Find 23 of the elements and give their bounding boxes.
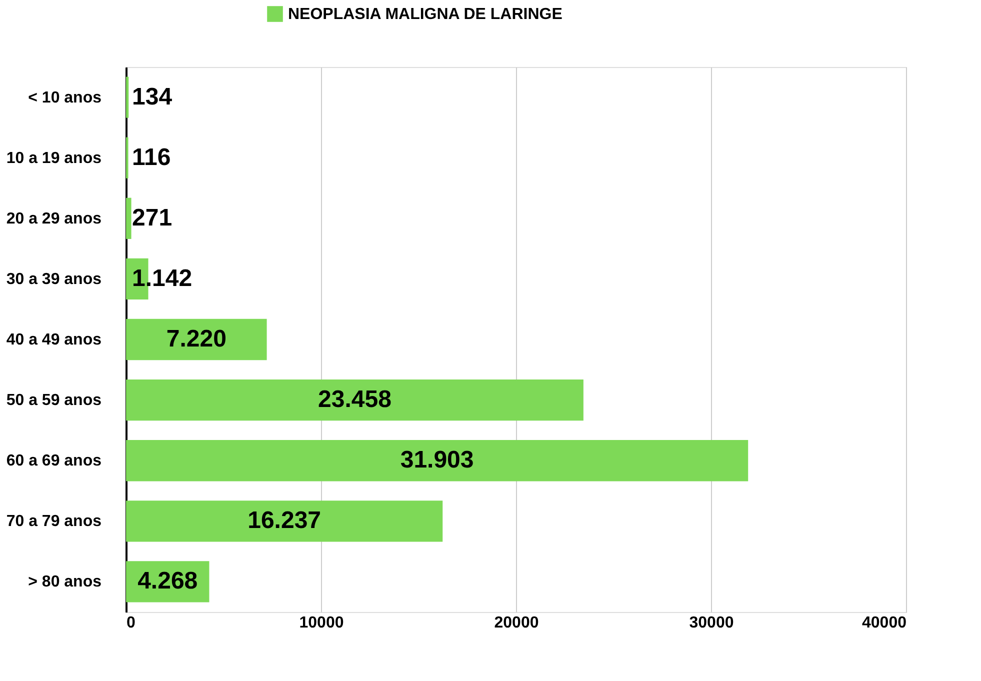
x-tick-label: 30000	[689, 614, 734, 632]
data-label: 271	[132, 204, 172, 232]
data-label: 4.268	[138, 568, 198, 595]
data-label: 16.237	[248, 507, 322, 534]
data-label: 31.903	[400, 446, 474, 474]
x-tick-label: 40000	[862, 614, 907, 632]
y-tick-label: 60 a 69 anos	[6, 452, 102, 470]
legend-label: NEOPLASIA MALIGNA DE LARINGE	[288, 6, 563, 23]
data-label: 116	[132, 144, 171, 171]
data-label: 23.458	[318, 386, 392, 414]
x-tick-label: 20000	[494, 614, 539, 632]
data-label: 134	[132, 83, 173, 110]
y-tick-label: > 80 anos	[28, 574, 102, 591]
y-tick-label: 30 a 39 anos	[6, 270, 102, 288]
y-tick-label: 70 a 79 anos	[6, 513, 102, 530]
y-tick-label: 10 a 19 anos	[6, 150, 102, 167]
y-tick-label: 50 a 59 anos	[6, 392, 102, 410]
data-label: 7.220	[166, 326, 226, 352]
y-tick-label: < 10 anos	[28, 89, 102, 106]
x-tick-label: 10000	[299, 614, 344, 632]
y-tick-label: 20 a 29 anos	[6, 210, 102, 228]
x-tick-label: 0	[126, 614, 136, 632]
y-tick-label: 40 a 49 anos	[6, 332, 102, 348]
